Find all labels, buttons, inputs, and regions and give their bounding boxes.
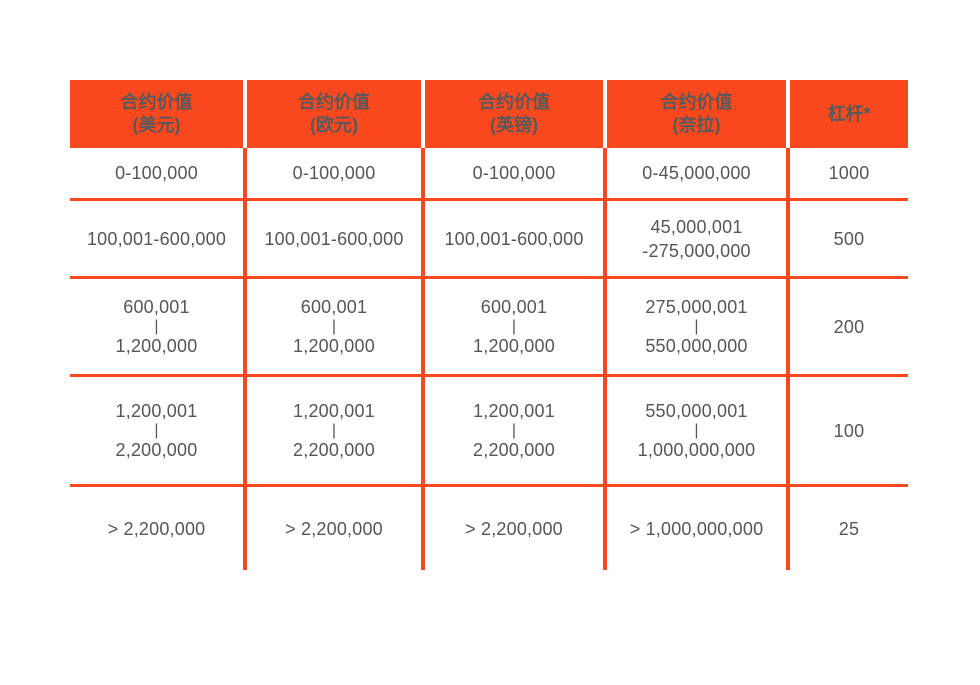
- cell-line: -275,000,000: [642, 240, 751, 261]
- header-cell-leverage: 杠杆*: [790, 80, 908, 148]
- cell-usd-tier5: > 2,200,000: [70, 487, 247, 570]
- header-cell-eur: 合约价值 (欧元): [247, 80, 425, 148]
- cell-line: > 2,200,000: [465, 518, 563, 539]
- cell-ngn-tier3: 275,000,001 | 550,000,000: [607, 279, 790, 374]
- cell-line: 0-100,000: [115, 163, 198, 183]
- cell-line: 1,000,000,000: [637, 440, 756, 460]
- header-cell-usd: 合约价值 (美元): [70, 80, 247, 148]
- range-separator: |: [511, 318, 517, 335]
- cell-gbp-tier2: 100,001-600,000: [425, 201, 607, 276]
- cell-line: 100,001-600,000: [264, 228, 404, 249]
- cell-line: 600,001: [123, 297, 190, 317]
- cell-usd-tier1: 0-100,000: [70, 148, 247, 198]
- cell-eur-tier2: 100,001-600,000: [247, 201, 425, 276]
- leverage-table: 合约价值 (美元) 合约价值 (欧元) 合约价值 (英镑) 合约价值 (奈拉) …: [70, 80, 908, 570]
- cell-eur-tier4: 1,200,001 | 2,200,000: [247, 377, 425, 484]
- header-cell-ngn: 合约价值 (奈拉): [607, 80, 790, 148]
- table-row-1: 0-100,000 0-100,000 0-100,000 0-45,000,0…: [70, 148, 908, 198]
- header-line2: (英镑): [490, 115, 538, 135]
- cell-line: 25: [838, 518, 860, 539]
- cell-line: > 2,200,000: [285, 518, 383, 539]
- cell-line: 1,200,000: [293, 336, 375, 356]
- cell-line: 0-100,000: [292, 163, 376, 183]
- cell-gbp-tier4: 1,200,001 | 2,200,000: [425, 377, 607, 484]
- range-separator: |: [694, 422, 699, 439]
- header-line1: 杠杆*: [827, 103, 871, 124]
- cell-line: 1,200,001: [115, 401, 198, 421]
- table-row-3: 600,001 | 1,200,000 600,001 | 1,200,000 …: [70, 276, 908, 374]
- header-line1: 合约价值: [660, 92, 733, 112]
- cell-line: 100: [833, 420, 865, 441]
- cell-line: 0-100,000: [472, 163, 556, 183]
- cell-line: 550,000,000: [645, 336, 748, 356]
- cell-ngn-tier2: 45,000,001 -275,000,000: [607, 201, 790, 276]
- cell-line: 100,001-600,000: [86, 228, 227, 249]
- header-line2: (美元): [132, 115, 181, 135]
- cell-line: 500: [833, 228, 865, 249]
- range-separator: |: [154, 318, 159, 335]
- range-separator: |: [331, 422, 337, 439]
- cell-gbp-tier1: 0-100,000: [425, 148, 607, 198]
- header-line1: 合约价值: [120, 92, 193, 112]
- cell-line: 600,001: [300, 297, 368, 317]
- cell-line: 1,200,000: [473, 336, 555, 356]
- cell-gbp-tier5: > 2,200,000: [425, 487, 607, 570]
- cell-line: 1000: [828, 163, 870, 183]
- cell-line: 550,000,001: [645, 401, 748, 421]
- cell-line: > 2,200,000: [107, 518, 206, 539]
- cell-ngn-tier4: 550,000,001 | 1,000,000,000: [607, 377, 790, 484]
- cell-leverage-tier1: 1000: [790, 148, 908, 198]
- cell-ngn-tier1: 0-45,000,000: [607, 148, 790, 198]
- cell-line: 1,200,001: [293, 401, 375, 421]
- cell-leverage-tier5: 25: [790, 487, 908, 570]
- cell-line: 600,001: [480, 297, 548, 317]
- table-row-2: 100,001-600,000 100,001-600,000 100,001-…: [70, 198, 908, 276]
- cell-leverage-tier4: 100: [790, 377, 908, 484]
- header-line1: 合约价值: [298, 92, 370, 112]
- range-separator: |: [154, 422, 159, 439]
- cell-leverage-tier2: 500: [790, 201, 908, 276]
- cell-line: 1,200,000: [115, 336, 198, 356]
- range-separator: |: [331, 318, 337, 335]
- header-cell-gbp: 合约价值 (英镑): [425, 80, 607, 148]
- cell-usd-tier3: 600,001 | 1,200,000: [70, 279, 247, 374]
- cell-line: 2,200,000: [473, 440, 555, 460]
- cell-line: 1,200,001: [473, 401, 555, 421]
- cell-ngn-tier5: > 1,000,000,000: [607, 487, 790, 570]
- cell-line: > 1,000,000,000: [629, 518, 764, 539]
- header-line2: (奈拉): [672, 115, 721, 135]
- cell-line: 45,000,001: [650, 216, 743, 237]
- cell-usd-tier2: 100,001-600,000: [70, 201, 247, 276]
- range-separator: |: [694, 318, 699, 335]
- cell-gbp-tier3: 600,001 | 1,200,000: [425, 279, 607, 374]
- header-line2: (欧元): [310, 115, 358, 135]
- cell-line: 2,200,000: [115, 440, 198, 460]
- cell-leverage-tier3: 200: [790, 279, 908, 374]
- header-line1: 合约价值: [478, 92, 550, 112]
- cell-line: 0-45,000,000: [642, 163, 751, 183]
- cell-line: 275,000,001: [645, 297, 748, 317]
- table-row-5: > 2,200,000 > 2,200,000 > 2,200,000 > 1,…: [70, 484, 908, 570]
- cell-eur-tier3: 600,001 | 1,200,000: [247, 279, 425, 374]
- cell-usd-tier4: 1,200,001 | 2,200,000: [70, 377, 247, 484]
- cell-line: 2,200,000: [293, 440, 375, 460]
- range-separator: |: [511, 422, 517, 439]
- cell-eur-tier5: > 2,200,000: [247, 487, 425, 570]
- cell-eur-tier1: 0-100,000: [247, 148, 425, 198]
- table-row-4: 1,200,001 | 2,200,000 1,200,001 | 2,200,…: [70, 374, 908, 484]
- table-header-row: 合约价值 (美元) 合约价值 (欧元) 合约价值 (英镑) 合约价值 (奈拉) …: [70, 80, 908, 148]
- cell-line: 200: [833, 316, 865, 337]
- cell-line: 100,001-600,000: [444, 228, 584, 249]
- table-body: 0-100,000 0-100,000 0-100,000 0-45,000,0…: [70, 148, 908, 570]
